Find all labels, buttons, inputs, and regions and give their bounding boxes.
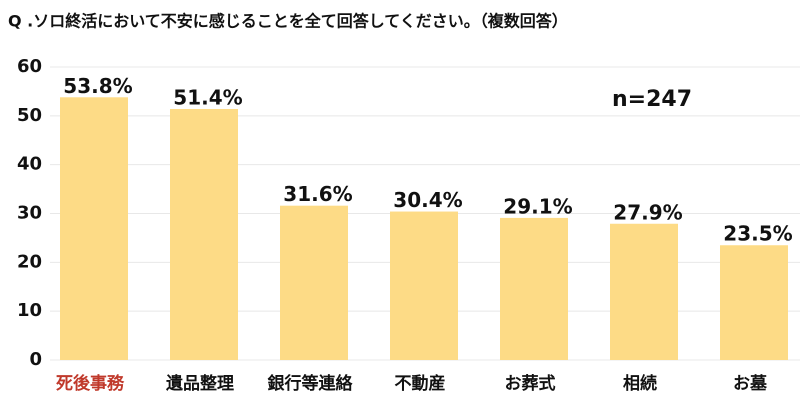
bar [610,223,678,360]
x-tick-label: 不動産 [395,373,446,394]
y-tick-label: 10 [17,300,42,321]
value-label: 30.4% [393,188,462,212]
value-label: 23.5% [723,222,792,246]
bar [60,97,128,360]
x-tick-label: 死後事務 [56,373,125,394]
value-label: 27.9% [613,200,682,224]
bar [390,211,458,360]
bar [280,205,348,360]
y-tick-label: 40 [17,154,42,175]
value-label: 53.8% [63,74,132,98]
x-tick-label: 銀行等連絡 [268,373,354,394]
value-label: 51.4% [173,85,242,109]
x-tick-label: お葬式 [505,373,556,394]
y-tick-label: 60 [17,56,42,77]
x-tick-label: 遺品整理 [166,373,234,394]
value-label: 29.1% [503,194,572,218]
x-tick-label: お墓 [733,373,768,394]
y-tick-label: 20 [17,251,42,272]
value-label: 31.6% [283,182,352,206]
annotation: n=247 [612,87,692,112]
bar [720,245,788,360]
y-tick-label: 30 [17,203,42,224]
y-tick-label: 50 [17,105,42,126]
bar [170,108,238,360]
chart-title: Q .ソロ終活において不安に感じることを全て回答してください。（複数回答） [8,12,568,31]
y-tick-label: 0 [29,349,42,370]
bar [500,217,568,360]
x-tick-label: 相続 [623,373,657,394]
